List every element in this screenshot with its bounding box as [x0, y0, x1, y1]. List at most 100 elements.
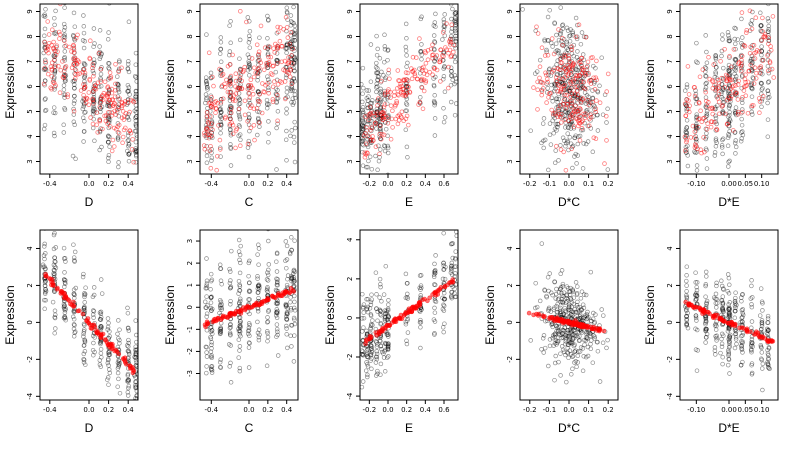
observed-point: [713, 321, 718, 327]
observed-point: [575, 334, 581, 340]
observed-point: [759, 87, 765, 92]
fitted-point: [49, 279, 54, 284]
observed-point: [91, 63, 96, 68]
observed-point: [692, 149, 697, 154]
observed-point: [365, 364, 371, 369]
fitted-point: [129, 147, 135, 152]
fitted-point: [94, 110, 100, 115]
fitted-point: [251, 123, 257, 128]
fitted-point: [362, 154, 368, 160]
observed-point: [560, 106, 566, 112]
fitted-point: [555, 106, 561, 112]
observed-point: [284, 265, 289, 271]
fitted-point: [63, 64, 69, 69]
observed-point: [219, 281, 224, 287]
x-axis-label: C: [245, 195, 254, 209]
fitted-point: [537, 75, 542, 81]
observed-point: [556, 37, 562, 43]
observed-point: [247, 322, 252, 328]
observed-point: [749, 340, 755, 346]
observed-point: [442, 89, 448, 95]
observed-point: [105, 377, 110, 382]
observed-point: [570, 29, 575, 34]
fitted-point: [244, 19, 249, 25]
observed-point: [563, 125, 568, 130]
observed-point: [378, 136, 383, 141]
fitted-point: [550, 111, 556, 117]
observed-point: [133, 50, 138, 56]
observed-point: [432, 270, 438, 276]
observed-point: [374, 98, 380, 104]
observed-point: [449, 294, 454, 300]
fitted-point: [130, 365, 135, 370]
observed-point: [290, 102, 296, 108]
observed-point: [80, 115, 86, 121]
fitted-point: [264, 63, 270, 68]
observed-point: [360, 138, 366, 144]
fitted-point: [420, 106, 426, 112]
observed-point: [749, 109, 754, 115]
fitted-point: [215, 154, 220, 159]
fitted-point: [684, 137, 690, 143]
observed-point: [73, 156, 78, 162]
observed-point: [368, 79, 374, 84]
observed-point: [441, 267, 446, 272]
observed-point: [62, 4, 67, 6]
y-tick-label: 5: [186, 109, 194, 113]
observed-point: [288, 307, 294, 313]
observed-point: [563, 143, 568, 149]
observed-point: [694, 296, 699, 302]
observed-point: [365, 304, 371, 310]
observed-point: [386, 298, 391, 303]
observed-point: [568, 126, 574, 131]
observed-point: [553, 191, 557, 195]
observed-point: [556, 324, 562, 329]
fitted-point: [546, 95, 551, 100]
observed-point: [106, 350, 111, 355]
observed-point: [749, 22, 754, 27]
observed-point: [740, 73, 745, 78]
fitted-point: [204, 110, 210, 115]
observed-point: [209, 114, 214, 119]
observed-point: [548, 309, 554, 314]
observed-point: [375, 66, 380, 71]
fitted-point: [220, 96, 226, 102]
observed-point: [544, 90, 550, 95]
observed-point: [570, 332, 575, 337]
fitted-point: [87, 76, 92, 82]
observed-point: [71, 45, 77, 51]
fitted-point: [387, 76, 392, 82]
observed-point: [219, 305, 225, 311]
observed-point: [539, 140, 544, 146]
observed-point: [70, 153, 76, 159]
observed-point: [236, 337, 242, 342]
fitted-point: [583, 86, 588, 92]
observed-point: [562, 325, 567, 330]
observed-point: [703, 294, 708, 299]
observed-point: [204, 294, 209, 299]
point-layer: [41, 4, 138, 174]
fitted-point: [759, 38, 764, 43]
observed-point: [246, 325, 252, 330]
observed-point: [554, 72, 560, 77]
observed-point: [579, 306, 584, 312]
observed-point: [105, 360, 111, 366]
observed-point: [573, 133, 578, 138]
observed-point: [218, 326, 223, 332]
observed-point: [91, 71, 97, 76]
observed-point: [71, 10, 77, 16]
x-tick-label: -0.1: [543, 180, 557, 188]
observed-point: [433, 11, 438, 17]
fitted-point: [708, 124, 714, 130]
observed-point: [368, 326, 373, 332]
observed-point: [41, 126, 47, 132]
observed-point: [382, 315, 388, 320]
fitted-point: [594, 58, 599, 64]
fitted-point: [131, 368, 137, 374]
observed-point: [739, 130, 744, 135]
observed-point: [365, 362, 370, 367]
observed-point: [208, 324, 214, 330]
observed-point: [368, 313, 374, 319]
y-tick-label: 8: [346, 34, 354, 38]
observed-point: [563, 110, 568, 115]
